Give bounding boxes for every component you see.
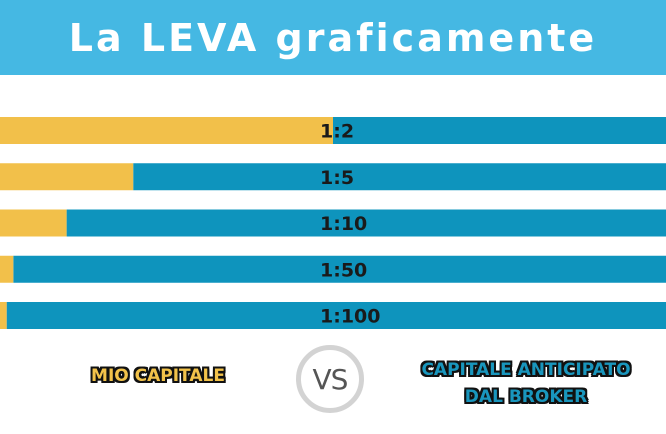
- ratio-label-3: 1:50: [320, 259, 367, 281]
- title-banner: La LEVA graficamente: [0, 0, 666, 75]
- legend-mio-capitale: MIO CAPITALE: [91, 366, 225, 386]
- chart-title: La LEVA graficamente: [68, 15, 598, 60]
- legend-capitale-broker: CAPITALE ANTICIPATO DAL BROKER: [390, 357, 662, 411]
- legend-broker-line-1: CAPITALE ANTICIPATO: [421, 360, 631, 380]
- bar-broker-4: [6, 302, 666, 329]
- ratio-label-2: 1:10: [320, 213, 367, 235]
- bar-mio-capitale-2: [0, 209, 67, 237]
- bar-mio-capitale-0: [0, 117, 333, 144]
- legend-broker-line-2: DAL BROKER: [464, 387, 588, 407]
- bar-broker-3: [13, 255, 666, 283]
- ratio-label-4: 1:100: [320, 306, 380, 328]
- bar-mio-capitale-3: [0, 255, 14, 283]
- vs-text: VS: [312, 362, 349, 396]
- bar-broker-1: [133, 163, 666, 191]
- bar-mio-capitale-4: [0, 302, 7, 329]
- bar-broker-2: [66, 209, 666, 237]
- bar-mio-capitale-1: [0, 163, 134, 191]
- ratio-label-1: 1:5: [320, 167, 354, 189]
- bar-broker-0: [333, 117, 666, 144]
- vs-badge: VS: [296, 345, 364, 413]
- ratio-label-0: 1:2: [320, 121, 354, 143]
